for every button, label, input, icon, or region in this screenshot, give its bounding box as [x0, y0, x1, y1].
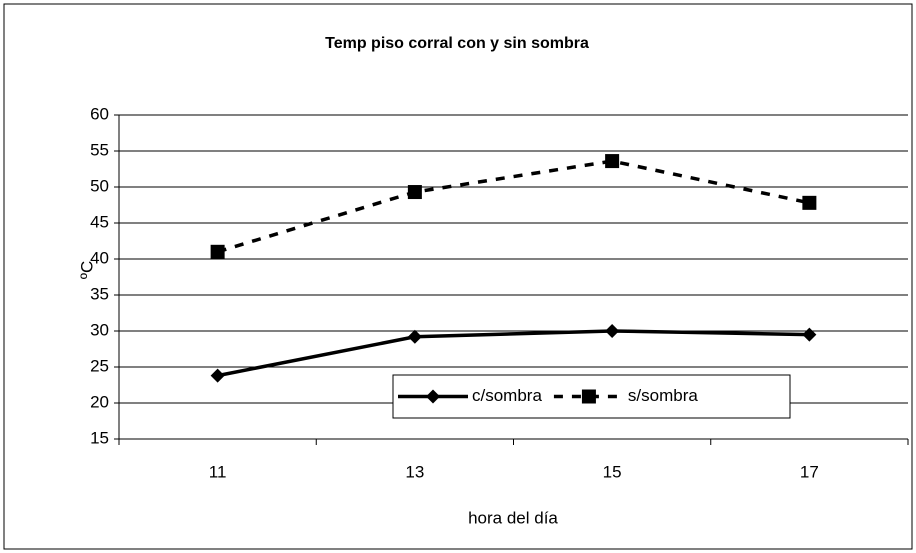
- marker: [605, 324, 620, 338]
- series-line: [217, 329, 810, 378]
- chart-border: [3, 3, 913, 550]
- series-line: [217, 159, 810, 254]
- y-tick-label: 25: [90, 356, 109, 375]
- marker: [210, 368, 225, 383]
- y-tick-label: 30: [90, 320, 109, 339]
- y-tick-label: 35: [90, 284, 109, 303]
- y-axis-label: ºC: [77, 261, 96, 280]
- legend-marker: [581, 389, 596, 404]
- marker: [210, 244, 225, 259]
- marker: [802, 195, 817, 210]
- x-tick-label: 11: [209, 462, 227, 481]
- y-tick-label: 60: [90, 104, 109, 123]
- marker: [407, 185, 422, 200]
- x-tick-label: 17: [800, 462, 819, 481]
- x-tick-label: 15: [603, 462, 622, 481]
- marker: [605, 154, 620, 169]
- y-tick-label: 55: [90, 140, 109, 159]
- y-tick-label: 20: [90, 392, 109, 411]
- y-tick-label: 45: [90, 212, 109, 231]
- marker: [407, 329, 422, 344]
- legend-marker: [426, 389, 440, 404]
- y-tick-label: 15: [90, 428, 109, 447]
- y-tick-label: 50: [90, 176, 109, 195]
- chart-title: Temp piso corral con y sin sombra: [325, 35, 589, 52]
- marker: [802, 327, 817, 342]
- y-tick-label: 40: [90, 248, 109, 267]
- legend-label: c/sombra: [472, 386, 542, 405]
- x-tick-label: 13: [405, 462, 424, 481]
- legend: c/sombra s/sombra: [392, 374, 791, 419]
- x-axis-label: hora del día: [468, 508, 558, 527]
- legend-label: s/sombra: [628, 386, 698, 405]
